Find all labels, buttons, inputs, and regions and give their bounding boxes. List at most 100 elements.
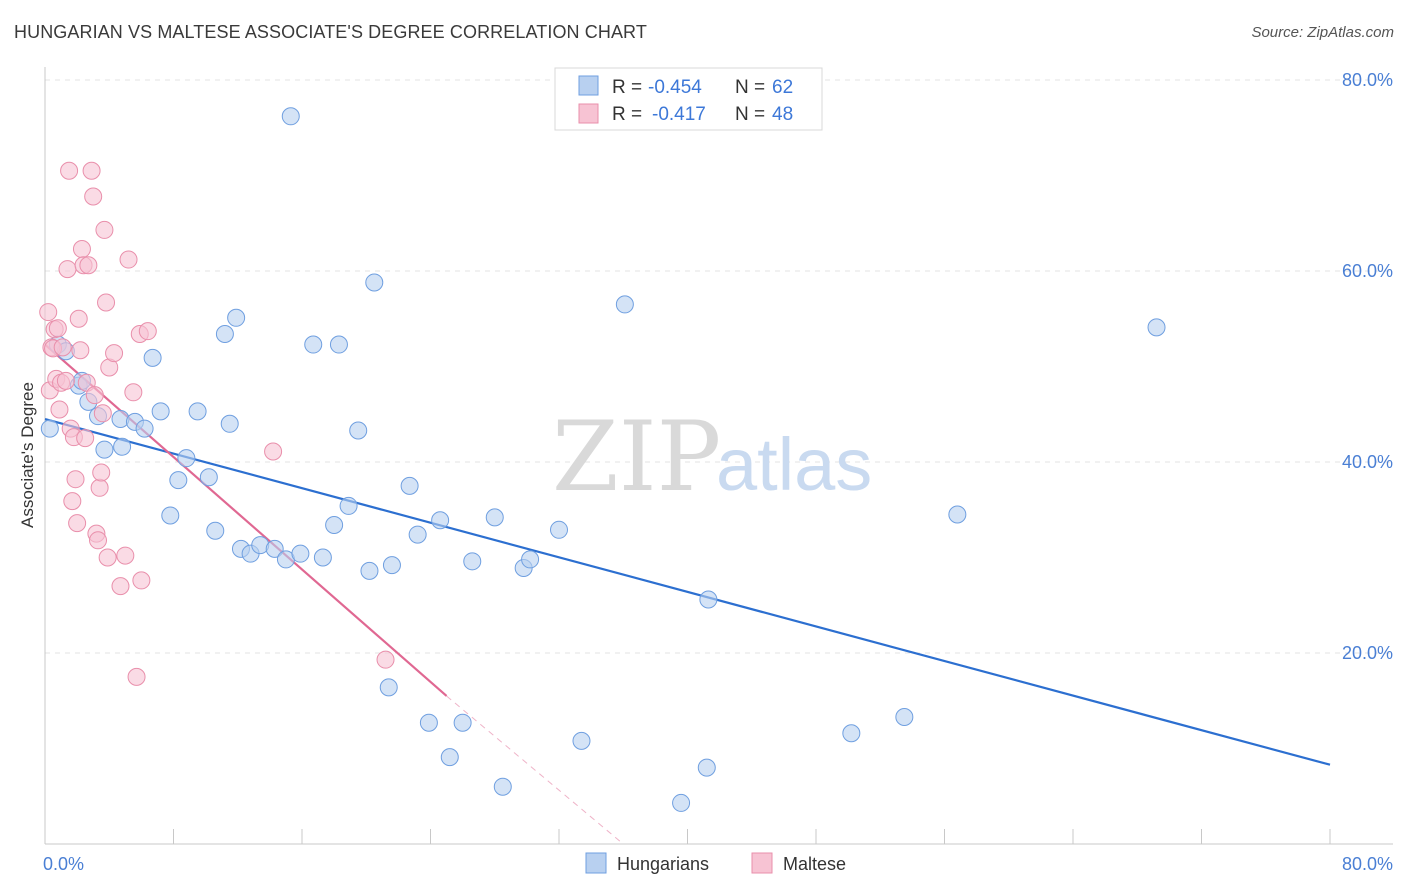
x-tick-label-max: 80.0% [1342,854,1393,874]
legend-n-value-hungarians: 62 [772,77,793,98]
maltese-point-32 [93,404,112,423]
legend-n-label-maltese: N = [735,104,765,125]
hungarian-point-57 [842,724,861,743]
hungarian-point-38 [379,678,398,697]
hungarian-point-32 [325,516,344,535]
maltese-point-9 [53,338,72,357]
hungarian-point-47 [485,508,504,527]
legend-r-label-hungarians: R = [612,77,642,98]
legend-n-label-hungarians: N = [735,77,765,98]
maltese-point-38 [111,577,130,596]
hungarian-point-39 [382,556,401,575]
hungarian-point-14 [161,506,180,525]
maltese-point-47 [376,650,395,669]
hungarian-point-51 [550,520,568,539]
x-tick-label-min: 0.0% [43,854,84,874]
hungarian-point-16 [177,449,196,468]
maltese-point-12 [60,161,79,180]
hungarian-point-15 [169,471,188,490]
bottom-legend-swatch-maltese [751,852,773,874]
hungarian-point-53 [615,295,634,314]
maltese-point-34 [97,293,116,312]
y-tick-label-0: 20.0% [1342,643,1393,663]
bottom-legend-label-hungarians: Hungarians [617,854,709,874]
hungarian-point-8 [113,437,132,456]
y-tick-label-1: 40.0% [1342,452,1393,472]
maltese-point-40 [119,250,138,269]
maltese-point-39 [116,546,135,565]
maltese-point-16 [66,470,85,489]
maltese-point-0 [39,303,58,322]
hungarian-point-55 [697,758,716,777]
y-tick-label-2: 60.0% [1342,261,1393,281]
hungarian-point-34 [339,496,358,515]
maltese-point-33 [95,220,114,239]
maltese-point-45 [138,322,157,341]
hungarian-point-58 [895,707,914,726]
legend-swatch-maltese [578,103,599,124]
maltese-point-30 [90,478,109,497]
hungarian-point-7 [95,440,114,459]
maltese-trend-extension [446,695,624,845]
maltese-point-24 [79,256,98,275]
maltese-point-19 [71,341,90,360]
hungarian-point-26 [265,539,284,558]
maltese-point-14 [63,492,82,511]
maltese-point-46 [264,442,283,461]
hungarian-point-18 [199,468,218,487]
maltese-point-25 [82,161,101,180]
maltese-point-31 [92,463,111,482]
hungarian-point-37 [365,273,384,292]
hungarian-point-29 [291,544,310,563]
maltese-point-17 [68,514,87,533]
legend-r-value-hungarians: -0.454 [648,77,702,98]
hungarian-point-42 [419,713,438,732]
watermark-zip-text: ZIP [552,401,721,513]
hungarian-point-19 [206,521,225,540]
maltese-point-44 [132,571,151,590]
hungarian-point-36 [360,561,379,580]
chart-title: HUNGARIAN VS MALTESE ASSOCIATE'S DEGREE … [14,22,647,42]
watermark: ZIP atlas [552,401,872,513]
hungarian-trend-line [44,417,1331,766]
hungarian-point-0 [40,419,59,438]
hungarian-point-46 [463,552,482,571]
maltese-point-35 [98,548,117,567]
hungarian-point-21 [220,414,239,433]
watermark-atlas-text: atlas [716,423,872,506]
hungarian-point-48 [493,777,512,796]
bottom-legend: Hungarians Maltese [585,852,846,874]
trend-lines [44,343,1331,845]
hungarian-point-41 [408,525,427,544]
legend-r-value-maltese: -0.417 [652,104,706,125]
maltese-point-42 [127,667,146,686]
maltese-point-10 [56,371,75,390]
maltese-point-7 [50,400,69,419]
maltese-point-27 [85,386,104,405]
hungarian-point-11 [135,419,154,438]
maltese-trend-line [44,343,448,697]
hungarian-point-54 [672,793,691,812]
hungarian-point-43 [431,511,450,530]
legend-n-value-maltese: 48 [772,104,793,125]
hungarian-point-60 [1147,318,1166,337]
hungarian-point-52 [572,731,591,750]
maltese-point-29 [89,531,108,550]
hungarian-point-17 [188,402,207,421]
hungarian-point-44 [440,748,459,767]
legend: R = -0.454 N = 62 R = -0.417 N = 48 [554,67,823,131]
maltese-point-11 [58,260,77,279]
hungarian-point-22 [227,308,246,327]
bottom-legend-swatch-hungarians [585,852,607,874]
hungarian-point-59 [948,505,967,524]
hungarian-point-40 [400,476,419,495]
hungarian-point-45 [453,713,472,732]
hungarian-point-28 [281,107,300,126]
maltese-point-18 [69,309,88,328]
hungarian-point-50 [521,550,540,569]
hungarian-point-35 [349,421,368,440]
bottom-legend-label-maltese: Maltese [783,854,846,874]
hungarian-point-31 [313,548,332,567]
maltese-point-22 [76,429,95,448]
